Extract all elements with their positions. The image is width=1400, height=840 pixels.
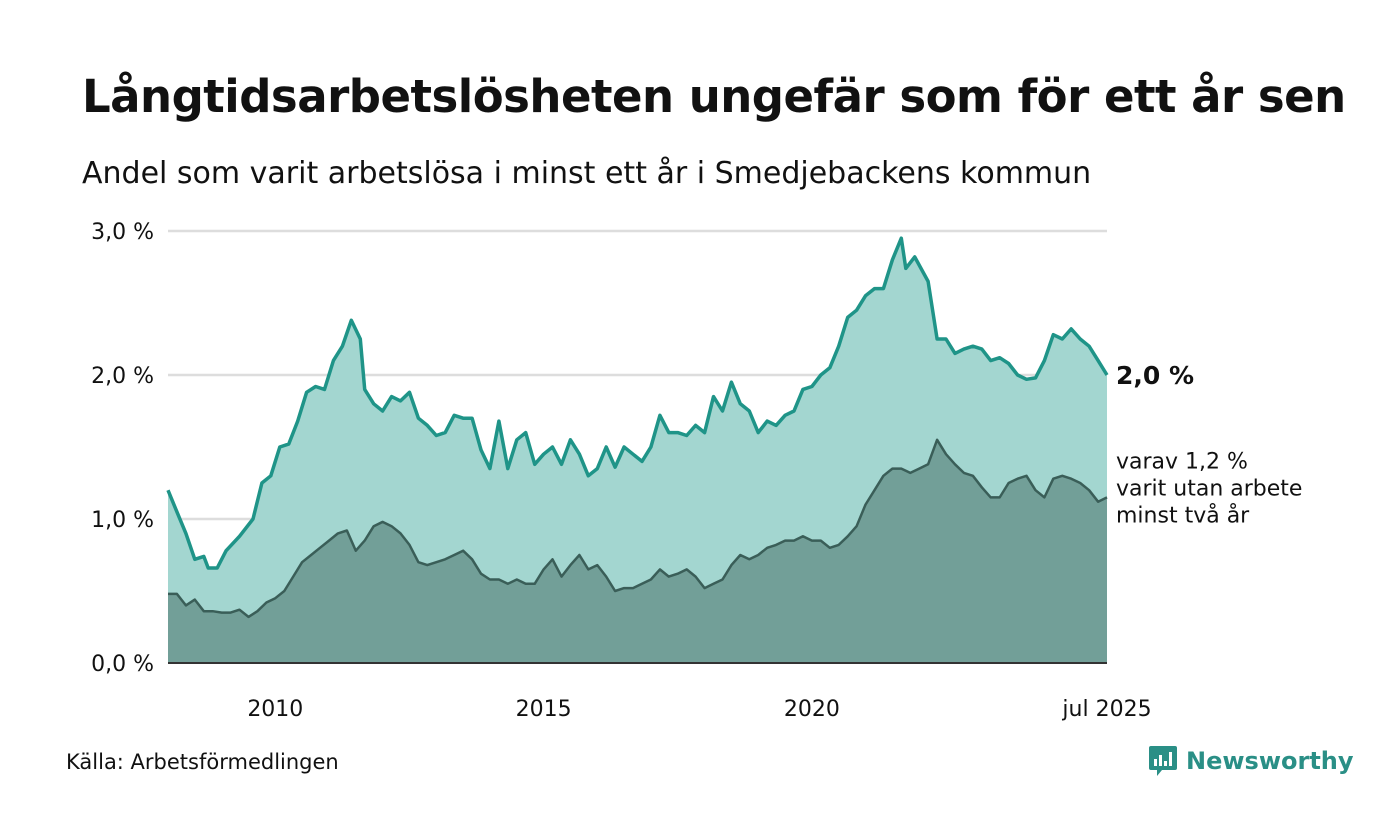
x-tick-label: 2015 [516, 697, 572, 722]
chart-title: Långtidsarbetslösheten ungefär som för e… [82, 70, 1346, 123]
y-tick-label: 2,0 % [91, 364, 154, 389]
x-tick-label: 2010 [247, 697, 303, 722]
total-value-label: 2,0 % [1116, 361, 1194, 390]
sub-value-label: varit utan arbete [1116, 476, 1302, 501]
line-total [166, 236, 1109, 570]
x-tick-label: jul 2025 [1061, 697, 1151, 722]
source-label: Källa: Arbetsförmedlingen [66, 750, 339, 774]
y-axis-ticks: 0,0 % 1,0 % 2,0 % 3,0 % [91, 220, 154, 677]
chart-subtitle: Andel som varit arbetslösa i minst ett å… [82, 156, 1092, 191]
newsworthy-logo: Newsworthy [1148, 744, 1354, 778]
y-tick-label: 1,0 % [91, 508, 154, 533]
sub-value-label: minst två år [1116, 502, 1250, 528]
logo-icon [1149, 746, 1177, 776]
line-sub [168, 438, 1108, 619]
x-tick-label: 2020 [784, 697, 840, 722]
y-tick-label: 3,0 % [91, 220, 154, 245]
sub-value-label: varav 1,2 % [1116, 449, 1248, 474]
logo-text: Newsworthy [1186, 747, 1354, 775]
x-axis-ticks: 2010 2015 2020 jul 2025 [247, 697, 1151, 722]
y-tick-label: 0,0 % [91, 652, 154, 677]
